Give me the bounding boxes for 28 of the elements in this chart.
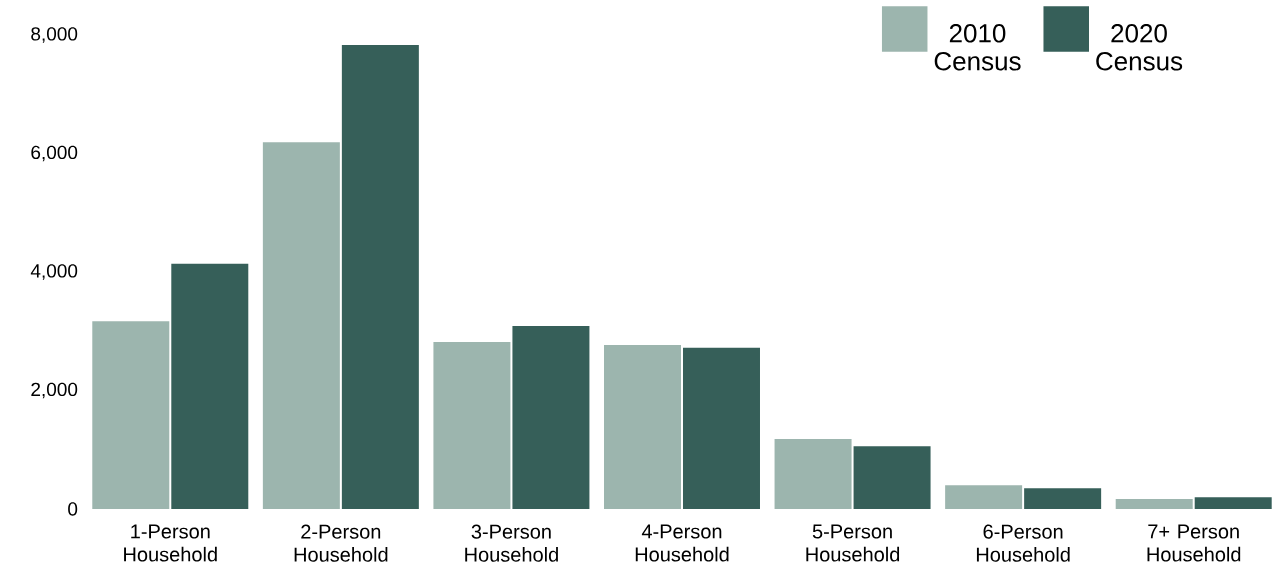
bar xyxy=(1115,498,1193,509)
bar xyxy=(433,341,511,509)
y-tick-label: 6,000 xyxy=(31,145,78,162)
x-tick-label: 3-Person Household xyxy=(465,524,558,562)
bar xyxy=(1194,497,1272,509)
bar xyxy=(853,446,931,509)
x-tick-label: 7+ Person Household xyxy=(1147,524,1241,562)
bar xyxy=(341,45,419,509)
bar xyxy=(512,325,590,509)
bar xyxy=(1024,488,1102,509)
y-tick-label: 4,000 xyxy=(30,264,78,280)
legend-label: 2010 Census xyxy=(934,24,1021,71)
x-tick-label: 2-Person Household xyxy=(294,524,388,562)
x-tick-label: 4-Person Household xyxy=(635,524,729,562)
bar xyxy=(92,321,170,509)
bar xyxy=(945,485,1023,509)
y-tick-label: 0 xyxy=(68,502,78,516)
y-tick-label: 2,000 xyxy=(31,382,78,399)
x-tick-label: 5-Person Household xyxy=(806,524,900,562)
bar xyxy=(683,347,760,509)
bar xyxy=(604,344,681,509)
y-tick-label: 8,000 xyxy=(31,27,78,43)
x-tick-label: 1-Person Household xyxy=(124,524,217,562)
bar xyxy=(171,263,249,509)
legend-label: 2020 Census xyxy=(1096,24,1183,71)
bar xyxy=(774,439,852,509)
x-tick-label: 6-Person Household xyxy=(976,524,1070,562)
bar xyxy=(262,142,340,509)
